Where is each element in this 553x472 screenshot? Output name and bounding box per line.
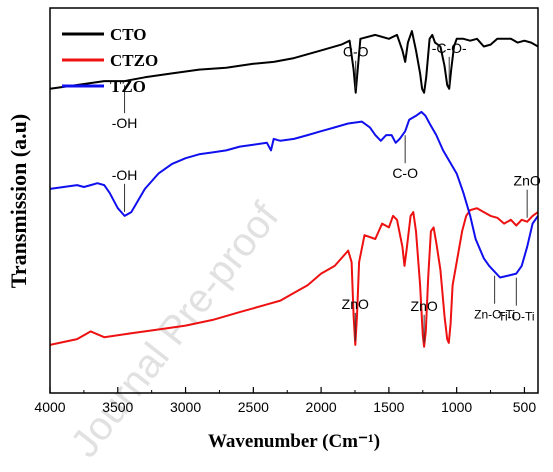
annotation-label: -OH [112, 167, 138, 183]
legend: CTO CTZO TZO [62, 25, 158, 96]
annotation-label: C-O [343, 44, 369, 60]
annotation-label: ZnO [411, 298, 438, 314]
x-tick-label: 4000 [34, 399, 65, 415]
series-line-cto [49, 30, 539, 94]
x-tick-label: 1000 [441, 399, 472, 415]
annotation-label: Zn-O-Ti [474, 308, 515, 322]
annotation-label: -C-O- [432, 40, 467, 56]
series-line-ctzo [49, 207, 539, 348]
plot-frame [49, 7, 539, 394]
x-tick-label: 3500 [102, 399, 133, 415]
x-tick-label: 2500 [238, 399, 269, 415]
legend-label-cto: CTO [110, 25, 147, 44]
x-tick-label: 3000 [170, 399, 201, 415]
annotation-label: ZnO [342, 296, 369, 312]
x-axis-title: Wavenumber (Cm⁻¹) [208, 431, 380, 452]
annotation-label: C-O [392, 165, 418, 181]
legend-label-tzo: TZO [110, 77, 146, 96]
annotation-label: Ti-O-Ti [498, 310, 534, 324]
annotation-label: -OH [112, 115, 138, 131]
series-line-tzo [49, 110, 539, 279]
annotation-label: ZnO [514, 173, 541, 189]
x-tick-label: 1500 [373, 399, 404, 415]
legend-label-ctzo: CTZO [110, 51, 158, 70]
x-tick-label: 500 [513, 399, 537, 415]
series-layer [49, 30, 539, 348]
x-tick-label: 2000 [306, 399, 337, 415]
y-axis-title: Transmission (a.u) [6, 114, 31, 288]
x-axis: 4000 3500 3000 2500 2000 1500 1000 500 [34, 387, 536, 415]
watermark: Journal Pre-proof [62, 194, 287, 465]
